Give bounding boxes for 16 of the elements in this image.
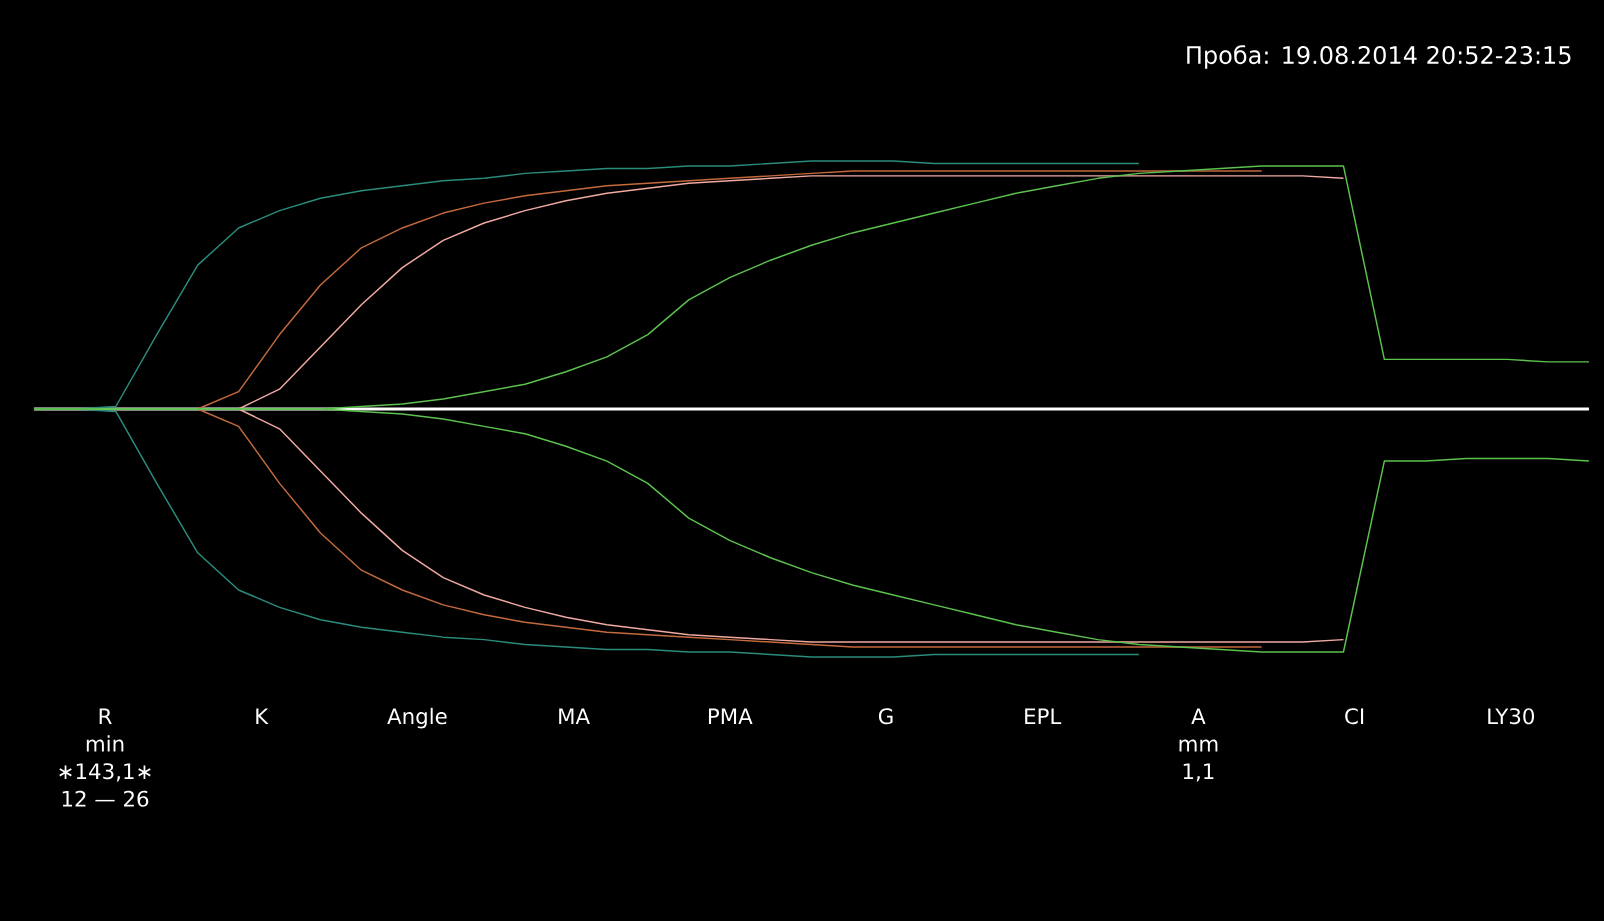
text: G (878, 708, 893, 725)
text: LY30 (1488, 708, 1535, 725)
text: min (86, 735, 124, 752)
text: CI (1345, 708, 1364, 725)
text: ∗143,1∗ (59, 763, 151, 782)
text: mm (1179, 739, 1218, 752)
text: 12 — 26 (62, 790, 149, 807)
chart-title: Проба: 19.08.2014 20:52-23:15 (1187, 45, 1571, 69)
text: EPL (1025, 708, 1062, 724)
text: PMA (708, 708, 753, 724)
text: K (256, 708, 269, 724)
text: MA (559, 708, 590, 724)
text: 1,1 (1183, 763, 1214, 782)
text: A (1191, 708, 1206, 724)
text: Angle (387, 707, 447, 729)
text: R (99, 708, 112, 724)
